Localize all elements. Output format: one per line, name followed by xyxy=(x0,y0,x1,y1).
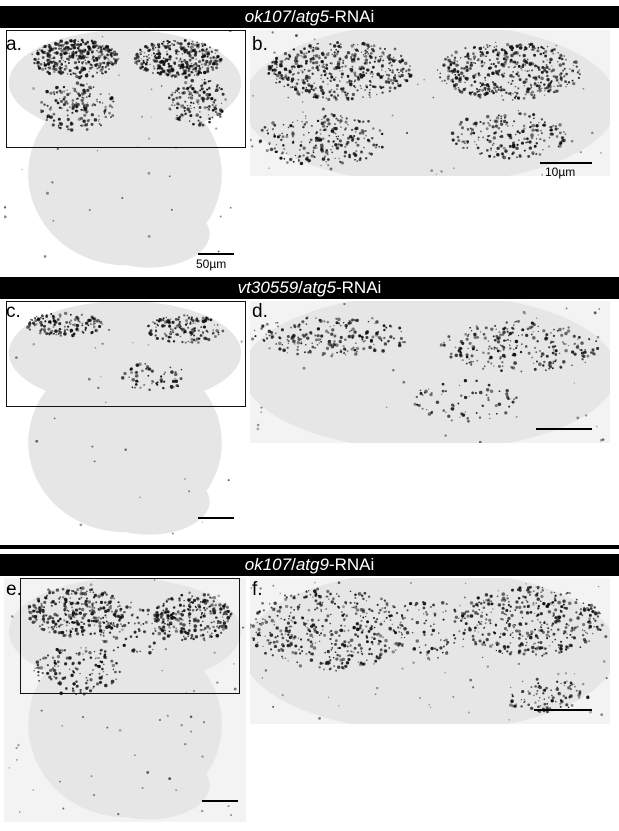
micrograph-svg xyxy=(250,301,610,443)
micrograph-svg xyxy=(8,578,245,820)
row1-title-bar: ok107/atg5-RNAi xyxy=(0,6,619,28)
row2-title-suffix: -RNAi xyxy=(335,278,382,297)
panel-b-scale-bar xyxy=(540,162,592,164)
panel-b-micrograph xyxy=(250,30,610,176)
panel-a-micrograph xyxy=(4,30,246,270)
row1-title-genotype: ok107 xyxy=(244,7,292,26)
panel-d-label: d. xyxy=(252,301,268,322)
row2-title-sep: / xyxy=(298,278,303,297)
panel-a-scale-text: 50µm xyxy=(196,257,227,271)
panel-f-scale-bar xyxy=(534,709,592,711)
row3-separator xyxy=(0,545,619,549)
micrograph-svg xyxy=(4,30,242,268)
micrograph-svg xyxy=(8,301,243,535)
row3-title-suffix: -RNAi xyxy=(328,555,375,574)
row3-title-gene: atg9 xyxy=(295,555,329,574)
panel-e-micrograph xyxy=(4,578,246,822)
panel-e-scale-bar xyxy=(202,800,238,802)
row3-title-bar: ok107/atg9-RNAi xyxy=(0,554,619,576)
panel-b-label: b. xyxy=(252,34,268,55)
panel-c-inset-box xyxy=(6,301,246,407)
row2-title-genotype: vt30559 xyxy=(237,278,299,297)
panel-d-micrograph xyxy=(250,301,610,443)
panel-a-label: a. xyxy=(6,34,22,55)
panel-e-inset-box xyxy=(20,578,240,694)
micrograph-svg xyxy=(250,578,610,724)
panel-b-scale-text: 10µm xyxy=(545,165,576,179)
panel-d-scale-bar xyxy=(536,428,592,430)
row1-title-suffix: -RNAi xyxy=(328,7,375,26)
micrograph-svg xyxy=(250,30,610,176)
row2-title-bar: vt30559/atg5-RNAi xyxy=(0,277,619,299)
row3-title-genotype: ok107 xyxy=(244,555,292,574)
panel-f-label: f. xyxy=(252,579,263,600)
panel-c-micrograph xyxy=(4,301,246,537)
row1-title-sep: / xyxy=(291,7,296,26)
panel-a-scale-bar xyxy=(198,253,234,255)
row2-title-gene: atg5 xyxy=(302,278,336,297)
panel-a-inset-box xyxy=(6,30,246,148)
row1-title-gene: atg5 xyxy=(295,7,329,26)
panel-f-micrograph xyxy=(250,578,610,724)
panel-c-label: c. xyxy=(6,301,21,322)
panel-e-label: e. xyxy=(6,579,22,600)
panel-c-scale-bar xyxy=(198,517,234,519)
row3-title-sep: / xyxy=(291,555,296,574)
